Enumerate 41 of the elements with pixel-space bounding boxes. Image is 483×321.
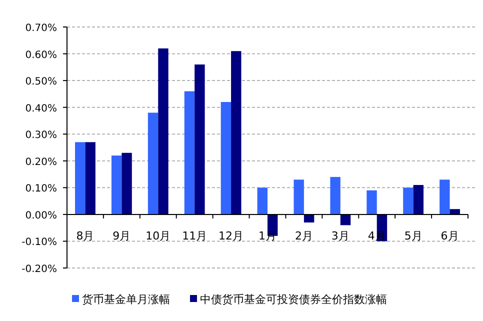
- legend-label: 货币基金单月涨幅: [82, 293, 170, 306]
- y-tick-label: 0.00%: [25, 210, 57, 222]
- bar: [85, 142, 96, 214]
- x-tick-label: 2月: [294, 229, 313, 242]
- y-tick-label: -0.10%: [22, 237, 57, 248]
- bar: [403, 188, 414, 214]
- x-tick-label: 5月: [404, 229, 422, 242]
- y-tick-label: 0.70%: [25, 23, 57, 34]
- y-tick-label: 0.10%: [25, 184, 57, 195]
- bar: [184, 91, 195, 214]
- bar: [450, 209, 460, 214]
- bar: [194, 64, 205, 214]
- bar: [294, 180, 304, 214]
- x-tick-label: 11月: [182, 229, 208, 242]
- bar: [111, 156, 122, 214]
- x-tick-label: 12月: [218, 229, 244, 242]
- bar: [413, 184, 424, 214]
- y-tick-label: 0.50%: [25, 76, 57, 88]
- bar: [366, 190, 377, 214]
- y-tick-label: 0.60%: [25, 50, 57, 61]
- x-tick-label: 10月: [146, 229, 171, 242]
- bar: [231, 51, 242, 214]
- x-tick-label: 8月: [76, 229, 94, 242]
- bar: [148, 112, 158, 214]
- y-tick-label: 0.40%: [25, 103, 57, 114]
- bar: [304, 214, 314, 222]
- bar: [330, 176, 340, 214]
- bar: [220, 102, 232, 214]
- bar: [440, 180, 450, 214]
- y-tick-label: 0.20%: [25, 156, 57, 168]
- bar: [158, 48, 168, 214]
- bar: [75, 142, 86, 214]
- x-tick-label: 6月: [440, 229, 459, 242]
- bar: [122, 152, 132, 214]
- y-tick-label: 0.30%: [25, 130, 57, 142]
- x-tick-label: 3月: [331, 229, 350, 242]
- bar: [340, 214, 351, 226]
- legend-label: 中债货币基金可投资债券全价指数涨幅: [200, 293, 387, 306]
- x-tick-label: 9月: [112, 229, 131, 242]
- bar: [257, 188, 268, 214]
- y-tick-label: -0.20%: [22, 264, 57, 275]
